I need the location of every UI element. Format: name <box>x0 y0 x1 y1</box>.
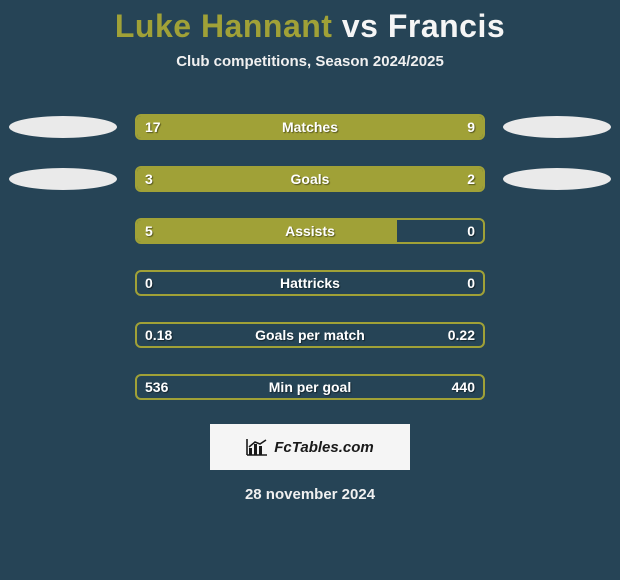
stat-label: Min per goal <box>269 379 351 395</box>
badge-text: FcTables.com <box>274 439 373 456</box>
stats-rows: 17 9 Matches 3 2 Goals 5 0 Assists 0 0 Hattricks 0.1… <box>0 112 620 402</box>
comparison-card: Luke Hannant vs Francis Club competition… <box>0 0 620 503</box>
stat-row: 0 0 Hattricks <box>0 268 620 298</box>
stat-value-left: 0.18 <box>145 327 172 343</box>
player1-name: Luke Hannant <box>115 8 333 44</box>
bar-fill-right <box>345 168 483 190</box>
stat-value-right: 440 <box>452 379 475 395</box>
stat-row: 0.18 0.22 Goals per match <box>0 320 620 350</box>
stat-row: 536 440 Min per goal <box>0 372 620 402</box>
subtitle: Club competitions, Season 2024/2025 <box>0 53 620 70</box>
stat-bar: 5 0 Assists <box>135 218 485 244</box>
stat-label: Assists <box>285 223 335 239</box>
vs-text: vs <box>342 8 379 44</box>
stat-label: Matches <box>282 119 338 135</box>
stat-value-right: 2 <box>467 171 475 187</box>
page-title: Luke Hannant vs Francis <box>0 8 620 45</box>
stat-value-right: 0.22 <box>448 327 475 343</box>
stat-label: Goals <box>291 171 330 187</box>
team-badge-right <box>503 168 611 190</box>
stat-bar: 536 440 Min per goal <box>135 374 485 400</box>
stat-label: Hattricks <box>280 275 340 291</box>
bar-fill-left <box>137 220 397 242</box>
bar-fill-right <box>363 116 483 138</box>
date-text: 28 november 2024 <box>0 486 620 503</box>
stat-row: 17 9 Matches <box>0 112 620 142</box>
stat-row: 3 2 Goals <box>0 164 620 194</box>
team-badge-right <box>503 116 611 138</box>
stat-value-left: 536 <box>145 379 168 395</box>
stat-value-right: 0 <box>467 275 475 291</box>
stat-bar: 3 2 Goals <box>135 166 485 192</box>
stat-value-right: 9 <box>467 119 475 135</box>
team-badge-left <box>9 168 117 190</box>
chart-icon <box>246 438 268 456</box>
stat-bar: 0 0 Hattricks <box>135 270 485 296</box>
stat-bar: 17 9 Matches <box>135 114 485 140</box>
stat-label: Goals per match <box>255 327 365 343</box>
stat-row: 5 0 Assists <box>0 216 620 246</box>
stat-value-left: 0 <box>145 275 153 291</box>
player2-name: Francis <box>388 8 505 44</box>
stat-value-left: 17 <box>145 119 161 135</box>
stat-value-left: 3 <box>145 171 153 187</box>
stat-bar: 0.18 0.22 Goals per match <box>135 322 485 348</box>
team-badge-left <box>9 116 117 138</box>
stat-value-left: 5 <box>145 223 153 239</box>
source-badge: FcTables.com <box>210 424 410 470</box>
stat-value-right: 0 <box>467 223 475 239</box>
